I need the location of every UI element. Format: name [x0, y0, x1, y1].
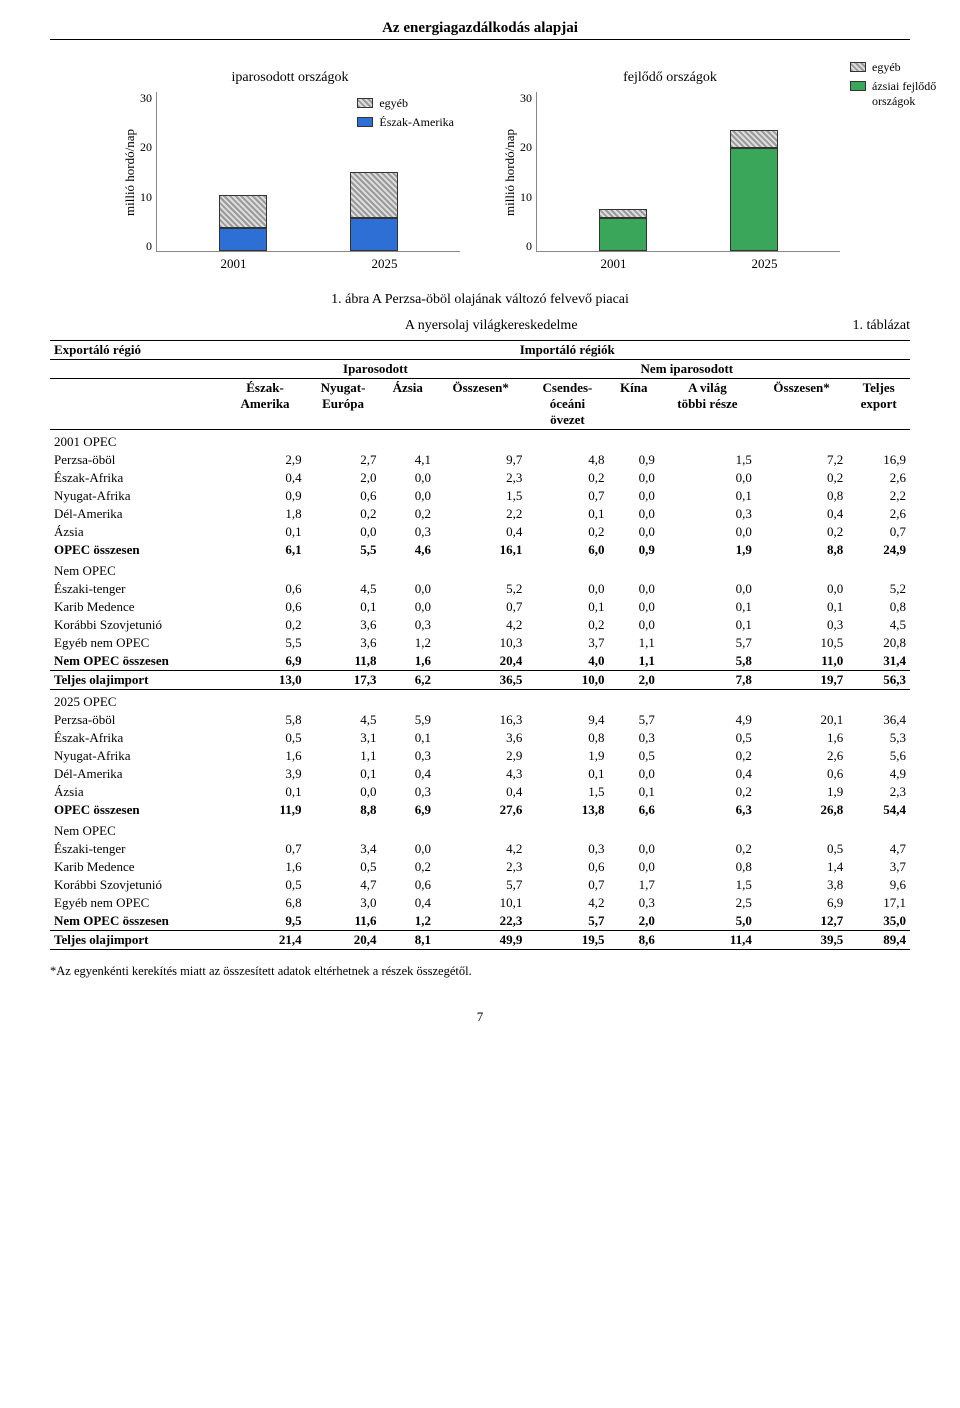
- charts-row: iparosodott országok millió hordó/nap 30…: [50, 70, 910, 272]
- chart-right-title: fejlődő országok: [500, 70, 840, 86]
- page-number: 7: [50, 1009, 910, 1025]
- table-title-row: A nyersolaj világkereskedelme 1. tábláza…: [50, 318, 910, 334]
- chart-left-xticks: 2001 2025: [120, 256, 460, 272]
- bar: [599, 209, 647, 251]
- chart-left: iparosodott országok millió hordó/nap 30…: [120, 70, 460, 272]
- chart-right-xticks: 2001 2025: [500, 256, 840, 272]
- data-table: Exportáló régióImportáló régiókIparosodo…: [50, 340, 910, 950]
- bar-segment: [599, 218, 647, 251]
- chart-right-yticks: 30 20 10 0: [520, 92, 536, 252]
- table-title: A nyersolaj világkereskedelme: [130, 318, 852, 334]
- chart-left-plot: egyéb Észak-Amerika: [156, 92, 460, 252]
- bar-segment: [219, 228, 267, 251]
- bar-segment: [219, 195, 267, 228]
- bar-segment: [350, 172, 398, 219]
- chart-right-legend: egyéb ázsiai fejlődő országok: [850, 60, 960, 113]
- chart-right-plot: [536, 92, 840, 252]
- footnote: *Az egyenkénti kerekítés miatt az összes…: [50, 964, 910, 979]
- legend-swatch-egyeb: [357, 98, 373, 108]
- legend-swatch-egyeb-r: [850, 62, 866, 72]
- chart-left-title: iparosodott országok: [120, 70, 460, 86]
- bar: [350, 172, 398, 251]
- chart-left-legend: egyéb Észak-Amerika: [357, 96, 454, 134]
- bar: [730, 130, 778, 251]
- bar-segment: [599, 209, 647, 218]
- legend-swatch-na: [357, 117, 373, 127]
- chart-right-ylabel: millió hordó/nap: [500, 92, 520, 252]
- chart-right: fejlődő országok millió hordó/nap 30 20 …: [500, 70, 840, 272]
- figure-caption: 1. ábra A Perzsa-öböl olajának változó f…: [50, 292, 910, 308]
- page-header: Az energiagazdálkodás alapjai: [50, 20, 910, 40]
- legend-swatch-azsiai: [850, 81, 866, 91]
- chart-left-ylabel: millió hordó/nap: [120, 92, 140, 252]
- bar-segment: [730, 130, 778, 149]
- bar: [219, 195, 267, 251]
- table-number: 1. táblázat: [852, 318, 910, 334]
- bar-segment: [730, 148, 778, 251]
- bar-segment: [350, 218, 398, 251]
- chart-left-yticks: 30 20 10 0: [140, 92, 156, 252]
